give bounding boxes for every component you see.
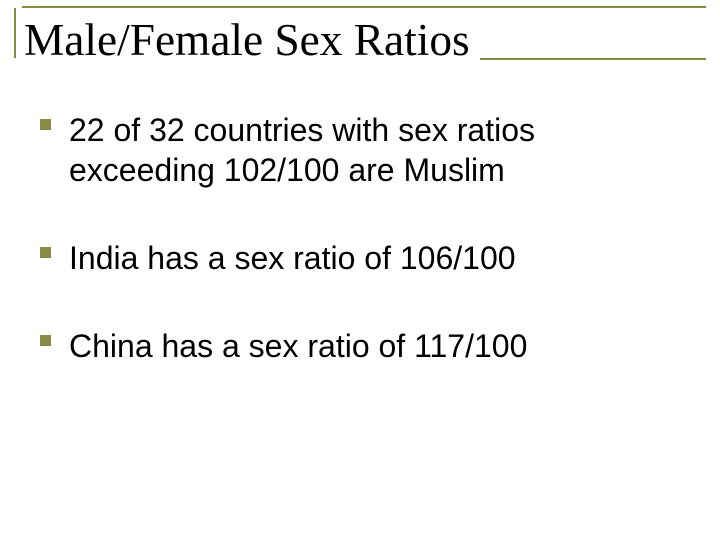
- slide: Male/Female Sex Ratios 22 of 32 countrie…: [0, 0, 720, 540]
- square-bullet-icon: [40, 247, 51, 258]
- title-block: Male/Female Sex Ratios: [14, 6, 706, 66]
- title-row: Male/Female Sex Ratios: [14, 8, 706, 66]
- list-item-text: China has a sex ratio of 117/100: [69, 326, 527, 366]
- list-item: China has a sex ratio of 117/100: [40, 326, 670, 366]
- title-rule-tick: [14, 8, 16, 58]
- list-item-text: India has a sex ratio of 106/100: [69, 238, 516, 278]
- list-item: India has a sex ratio of 106/100: [40, 238, 670, 278]
- title-rule-bottom: [480, 58, 706, 60]
- square-bullet-icon: [40, 119, 51, 130]
- slide-title: Male/Female Sex Ratios: [24, 8, 470, 66]
- list-item-text: 22 of 32 countries with sex ratios excee…: [69, 110, 670, 190]
- slide-body: 22 of 32 countries with sex ratios excee…: [40, 110, 670, 366]
- list-item: 22 of 32 countries with sex ratios excee…: [40, 110, 670, 190]
- square-bullet-icon: [40, 335, 51, 346]
